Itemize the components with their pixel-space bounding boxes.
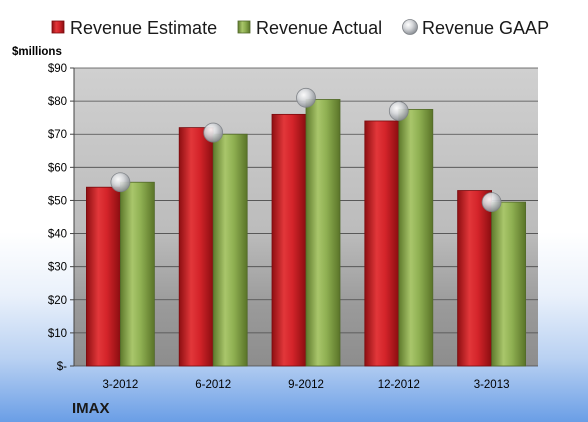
y-tick-label: $20 — [48, 295, 67, 307]
company-name: IMAX — [72, 400, 110, 417]
y-tick-label: $70 — [48, 129, 67, 141]
bar-revenue-estimate — [457, 190, 493, 367]
bar-revenue-actual — [398, 108, 434, 367]
x-tick-label: 12-2012 — [378, 379, 420, 391]
marker-revenue-gaap — [481, 192, 502, 213]
marker-revenue-gaap — [110, 172, 131, 193]
marker-revenue-gaap — [388, 101, 409, 121]
x-tick-label: 6-2012 — [195, 379, 231, 391]
legend-swatch-revenue-estimate — [51, 20, 65, 34]
y-tick-label: $- — [57, 361, 67, 373]
y-tick-label: $40 — [48, 229, 67, 241]
y-tick-label: $30 — [48, 262, 67, 274]
legend-swatch-revenue-actual — [237, 20, 251, 34]
bar-revenue-estimate — [271, 113, 307, 367]
y-tick-label: $90 — [48, 63, 67, 75]
y-tick-label: $80 — [48, 96, 67, 108]
bar-revenue-estimate — [178, 127, 214, 367]
bar-revenue-actual — [491, 201, 527, 367]
bar-revenue-estimate — [86, 186, 121, 367]
marker-revenue-gaap — [296, 87, 316, 108]
y-tick-label: $60 — [48, 162, 67, 174]
x-tick-label: 3-2012 — [102, 379, 138, 391]
bar-revenue-estimate — [364, 120, 400, 367]
y-axis-unit-label: $millions — [12, 46, 62, 58]
y-tick-label: $50 — [48, 195, 67, 207]
legend-swatch-revenue-gaap — [402, 19, 418, 35]
bar-revenue-actual — [305, 99, 341, 367]
x-tick-label: 3-2013 — [474, 379, 510, 391]
y-tick-label: $10 — [48, 328, 67, 340]
bar-revenue-actual — [212, 133, 248, 367]
legend-label-revenue-gaap: Revenue GAAP — [422, 18, 549, 38]
marker-revenue-gaap — [203, 122, 224, 143]
x-tick-label: 9-2012 — [288, 379, 324, 391]
legend-label-revenue-estimate: Revenue Estimate — [70, 18, 217, 38]
bar-revenue-actual — [120, 181, 155, 367]
legend-label-revenue-actual: Revenue Actual — [256, 18, 382, 38]
